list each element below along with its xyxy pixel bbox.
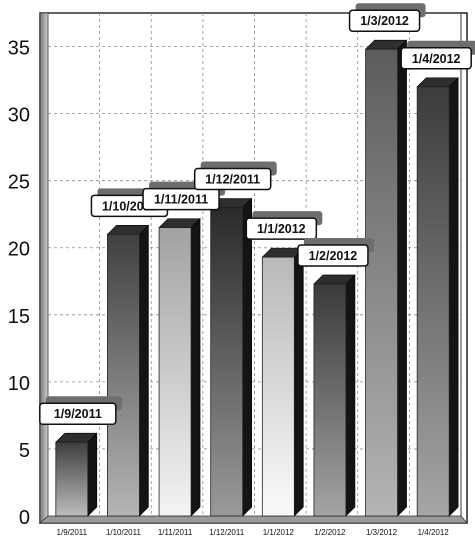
bar xyxy=(158,227,192,517)
x-axis-tick-labels: 1/9/2011 1/10/2011 1/11/2011 1/12/2011 1/1/2… xyxy=(57,528,450,537)
data-label-text: 1/12/2011 xyxy=(205,172,260,186)
data-label: 1/12/2011 xyxy=(193,161,277,191)
data-labels: 1/9/20111/10/20111/11/20111/12/20111/1/2… xyxy=(39,3,475,425)
data-label-box xyxy=(142,187,220,211)
data-label-text: 1/4/2012 xyxy=(412,52,461,66)
y-tick-label: 5 xyxy=(19,440,30,462)
x-tick-label: 1/12/2011 xyxy=(209,528,245,537)
plot-frame xyxy=(38,12,468,524)
y-tick-label: 20 xyxy=(8,239,30,261)
data-label-box xyxy=(39,402,117,425)
data-label-box xyxy=(193,167,272,191)
bar-1/3/2012 xyxy=(364,39,408,517)
data-label: 1/4/2012 xyxy=(400,40,475,70)
bar xyxy=(261,256,295,517)
bar-side-face xyxy=(242,197,252,517)
bar-1/11/2011 xyxy=(158,217,201,517)
y-tick-label: 30 xyxy=(8,105,30,127)
bar-side-face xyxy=(345,274,356,517)
data-label-box xyxy=(245,217,318,240)
bar xyxy=(416,86,450,517)
x-tick-label: 1/11/2011 xyxy=(158,528,193,537)
left-wall xyxy=(39,12,49,524)
data-label: 1/3/2012 xyxy=(348,3,426,32)
data-label: 1/1/2012 xyxy=(245,211,323,240)
bar xyxy=(55,441,89,517)
bar-1/1/2012 xyxy=(261,247,305,517)
bar-side-face xyxy=(139,224,149,517)
bar-side-face xyxy=(448,77,459,517)
bar-1/2/2012 xyxy=(313,274,356,517)
bars xyxy=(55,39,459,517)
data-label-box xyxy=(297,244,369,267)
bar-1/4/2012 xyxy=(416,77,459,517)
data-label-text: 1/1/2012 xyxy=(257,222,306,236)
x-tick-label: 1/1/2012 xyxy=(263,528,295,537)
bar-side-face xyxy=(397,39,407,517)
data-label-box xyxy=(348,9,421,32)
bar xyxy=(365,48,398,517)
y-tick-label: 0 xyxy=(19,507,30,529)
data-label-box xyxy=(400,47,472,70)
bar xyxy=(210,207,244,517)
data-label: 1/2/2012 xyxy=(297,237,374,267)
floor xyxy=(38,515,468,524)
x-tick-label: 1/2/2012 xyxy=(314,528,346,537)
bar-1/10/2011 xyxy=(106,224,150,517)
data-label-text: 1/2/2012 xyxy=(309,249,358,263)
bar-side-face xyxy=(294,247,304,517)
bar-side-face xyxy=(190,217,201,517)
bar xyxy=(313,283,347,517)
data-label: 1/9/2011 xyxy=(39,396,122,425)
y-tick-label: 25 xyxy=(8,172,30,194)
x-tick-label: 1/9/2011 xyxy=(57,528,88,537)
x-tick-label: 1/10/2011 xyxy=(106,528,142,537)
y-tick-label: 35 xyxy=(8,38,30,60)
bar-side-face xyxy=(87,432,98,517)
x-tick-label: 1/3/2012 xyxy=(366,528,398,537)
y-tick-label: 10 xyxy=(8,373,30,395)
bar xyxy=(107,233,140,517)
y-axis: 0 5 10 15 20 25 30 35 xyxy=(8,38,30,529)
data-label-text: 1/11/2011 xyxy=(154,193,208,207)
data-label-text: 1/3/2012 xyxy=(360,14,409,28)
x-tick-label: 1/4/2012 xyxy=(418,528,450,537)
data-label-text: 1/9/2011 xyxy=(54,407,102,421)
bar-1/9/2011 xyxy=(55,432,98,517)
bar-1/12/2011 xyxy=(209,197,253,517)
y-tick-label: 15 xyxy=(8,306,30,328)
